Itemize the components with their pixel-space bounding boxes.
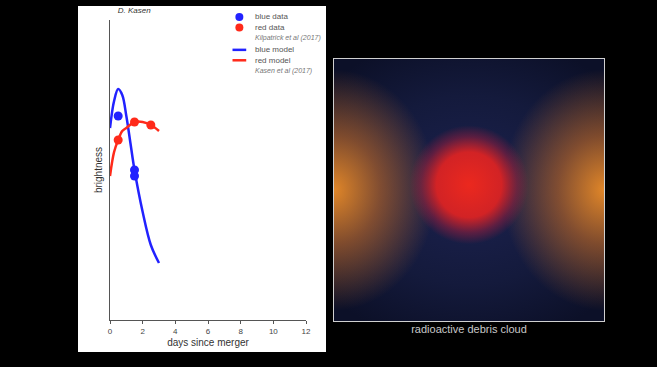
- svg-text:8: 8: [238, 327, 243, 336]
- svg-text:0: 0: [108, 327, 113, 336]
- svg-text:6: 6: [206, 327, 211, 336]
- svg-text:4: 4: [173, 327, 178, 336]
- svg-text:Kilpatrick et al (2017): Kilpatrick et al (2017): [255, 34, 321, 42]
- svg-text:days since merger: days since merger: [167, 337, 249, 348]
- html-text:radioactive debris cloud: radioactive debris cloud: [411, 323, 527, 335]
- svg-text:Kasen et al (2017): Kasen et al (2017): [255, 67, 312, 75]
- svg-text:blue model: blue model: [255, 45, 294, 54]
- svg-text:12: 12: [302, 327, 311, 336]
- svg-text:10: 10: [269, 327, 278, 336]
- svg-text:red model: red model: [255, 56, 291, 65]
- svg-text:D. Kasen: D. Kasen: [118, 6, 151, 15]
- svg-text:brightness: brightness: [93, 147, 104, 193]
- svg-text:blue data: blue data: [255, 12, 288, 21]
- svg-text:2: 2: [140, 327, 145, 336]
- svg-text:red data: red data: [255, 23, 285, 32]
